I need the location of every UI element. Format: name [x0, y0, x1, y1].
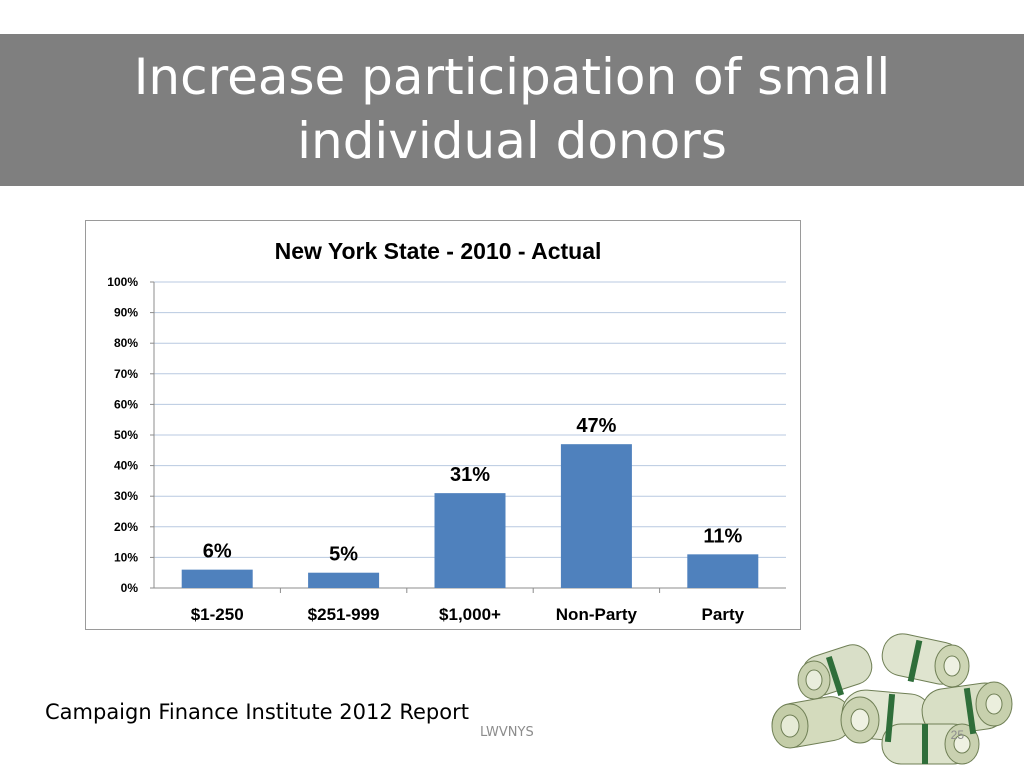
category-label: $251-999: [308, 605, 380, 624]
footer-label: LWVNYS: [480, 725, 534, 740]
bar: [560, 444, 632, 588]
y-tick-label: 100%: [107, 275, 138, 289]
y-tick-label: 0%: [121, 581, 139, 595]
y-tick-label: 60%: [114, 397, 138, 411]
y-tick-label: 40%: [114, 459, 138, 473]
y-tick-label: 20%: [114, 520, 138, 534]
bar-chart: New York State - 2010 - Actual 0% 10% 20% 3…: [107, 238, 786, 624]
bar: [687, 554, 759, 588]
category-label: Party: [702, 605, 745, 624]
source-note: Campaign Finance Institute 2012 Report: [45, 700, 469, 724]
bar: [181, 569, 253, 588]
category-label: $1-250: [191, 605, 244, 624]
category-label: Non-Party: [556, 605, 638, 624]
y-tick-label: 50%: [114, 428, 138, 442]
bar: [434, 493, 506, 588]
y-tick-label: 10%: [114, 550, 138, 564]
category-label: $1,000+: [439, 605, 501, 624]
slide-title: Increase participation of small individu…: [133, 48, 891, 170]
chart-title: New York State - 2010 - Actual: [275, 238, 602, 264]
title-band: Increase participation of small individu…: [0, 34, 1024, 186]
data-label: 11%: [703, 525, 742, 547]
money-rolls-icon: [771, 633, 1013, 765]
data-label: 6%: [203, 541, 232, 563]
y-tick-label: 30%: [114, 489, 138, 503]
data-label: 5%: [329, 544, 358, 566]
slide-number: 25: [950, 728, 964, 742]
data-label: 31%: [450, 464, 490, 486]
y-tick-label: 70%: [114, 367, 138, 381]
chart-container: New York State - 2010 - Actual 0% 10% 20% 3…: [85, 220, 801, 630]
data-label: 47%: [576, 415, 616, 437]
y-tick-label: 90%: [114, 306, 138, 320]
bar: [308, 572, 380, 588]
y-tick-label: 80%: [114, 336, 138, 350]
